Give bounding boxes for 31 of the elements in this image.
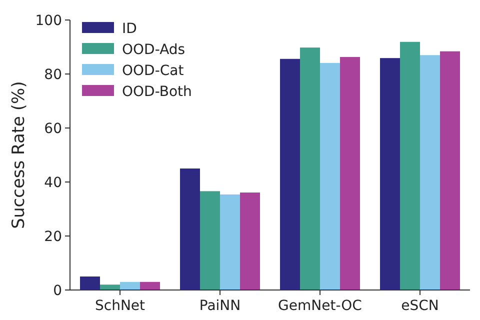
legend-label: ID — [122, 20, 137, 37]
y-tick-label: 100 — [35, 12, 62, 29]
y-tick-label: 0 — [53, 282, 62, 299]
x-tick-label: PaiNN — [199, 298, 241, 314]
x-tick-label: eSCN — [401, 298, 439, 314]
bar — [420, 55, 440, 290]
y-tick-label: 80 — [44, 66, 62, 83]
bar — [380, 58, 400, 290]
legend-label: OOD-Cat — [122, 62, 184, 79]
y-axis-title: Success Rate (%) — [9, 81, 29, 229]
bar — [340, 56, 360, 290]
bar — [80, 276, 100, 290]
x-tick-label: GemNet-OC — [278, 298, 362, 314]
y-tick-label: 40 — [44, 174, 62, 191]
bar — [240, 192, 260, 290]
bar — [100, 284, 120, 290]
bar — [280, 58, 300, 290]
bar — [140, 282, 160, 290]
bar — [300, 48, 320, 290]
y-tick-label: 60 — [44, 120, 62, 137]
x-tick-label: SchNet — [94, 298, 146, 314]
y-tick-label: 20 — [44, 228, 62, 245]
bar — [440, 51, 460, 290]
bar — [400, 42, 420, 290]
bar — [120, 282, 140, 290]
bar — [200, 191, 220, 290]
legend-label: OOD-Both — [122, 84, 192, 100]
legend-label: OOD-Ads — [122, 42, 186, 58]
bar — [320, 62, 340, 290]
bar — [180, 168, 200, 290]
bar — [220, 194, 240, 290]
